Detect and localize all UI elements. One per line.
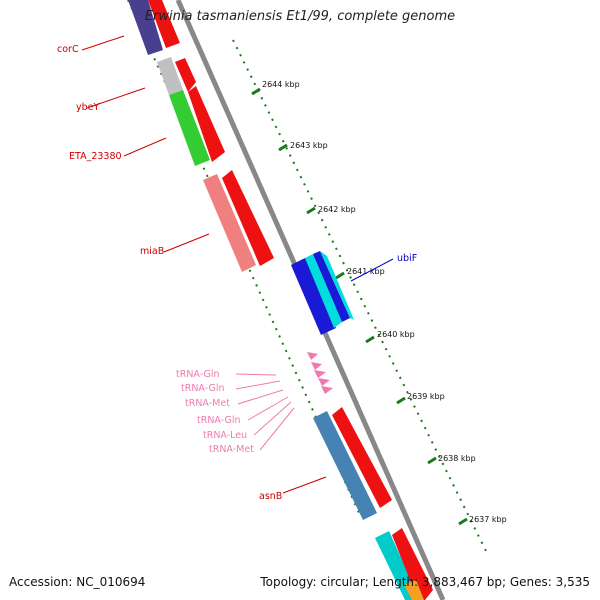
- corC-leader: [81, 35, 125, 51]
- ybeY-leader: [86, 87, 146, 109]
- trna-markers: [307, 352, 333, 394]
- trna-label: tRNA-Leu: [203, 430, 247, 441]
- gene-asnB-block[interactable]: [313, 411, 377, 520]
- gene-bottom-orange[interactable]: [404, 580, 424, 600]
- gene-ubiF-strand-b[interactable]: [313, 251, 350, 322]
- trna-label: tRNA-Met: [209, 444, 254, 455]
- gene-ubiF-block[interactable]: [291, 258, 336, 335]
- trna-label: tRNA-Gln: [181, 383, 225, 394]
- accession-text: Accession: NC_010694: [9, 575, 146, 589]
- miaB-leader: [163, 233, 210, 253]
- gene-miaB-strand[interactable]: [222, 170, 274, 266]
- trna-label: tRNA-Gln: [197, 415, 241, 426]
- tick-label-2642: 2642 kbp: [318, 205, 356, 214]
- gene-label-ubiF: ubiF: [397, 253, 417, 264]
- gene-miaB-block[interactable]: [203, 174, 256, 272]
- gene-bottom-red[interactable]: [392, 528, 433, 600]
- gene-ybeY-strand[interactable]: [175, 58, 196, 92]
- tick-label-2637: 2637 kbp: [469, 515, 507, 524]
- gene-ubiF-strand-c[interactable]: [320, 251, 354, 320]
- gene-ubiF-strand-a[interactable]: [305, 254, 342, 328]
- major-ticks: [251, 87, 468, 526]
- gene-label-ybeY: ybeY: [76, 102, 99, 113]
- gene-label-corC: corC: [57, 44, 79, 55]
- gene-bottom-cyan[interactable]: [375, 531, 420, 600]
- tick-label-2644: 2644 kbp: [262, 80, 300, 89]
- gene-ETA23380-block[interactable]: [169, 90, 210, 166]
- tick-label-2641: 2641 kbp: [347, 267, 385, 276]
- gene-ybeY-block[interactable]: [157, 57, 183, 95]
- tick-label-2638: 2638 kbp: [438, 454, 476, 463]
- tick-label-2643: 2643 kbp: [290, 141, 328, 150]
- gene-ETA23380-strand[interactable]: [188, 86, 225, 162]
- gene-corC-block[interactable]: [128, 0, 163, 55]
- trna-label: tRNA-Gln: [176, 369, 220, 380]
- asnB-leader: [282, 476, 327, 494]
- gene-corC-strand[interactable]: [148, 0, 180, 48]
- gene-label-ETA23380: ETA_23380: [69, 151, 122, 162]
- ETA23380-leader: [123, 137, 167, 157]
- outer-tick-dots: [232, 39, 489, 556]
- tick-label-2640: 2640 kbp: [377, 330, 415, 339]
- trna-label: tRNA-Met: [185, 398, 230, 409]
- gene-asnB-strand[interactable]: [332, 407, 392, 508]
- gene-label-miaB: miaB: [140, 246, 164, 257]
- genome-summary-text: Topology: circular; Length: 3,883,467 bp…: [260, 575, 590, 589]
- tick-label-2639: 2639 kbp: [407, 392, 445, 401]
- ubiF-leader: [350, 258, 394, 282]
- trna-leaders: [235, 373, 295, 451]
- gene-label-asnB: asnB: [259, 491, 282, 502]
- map-title: Erwinia tasmaniensis Et1/99, complete ge…: [144, 9, 456, 24]
